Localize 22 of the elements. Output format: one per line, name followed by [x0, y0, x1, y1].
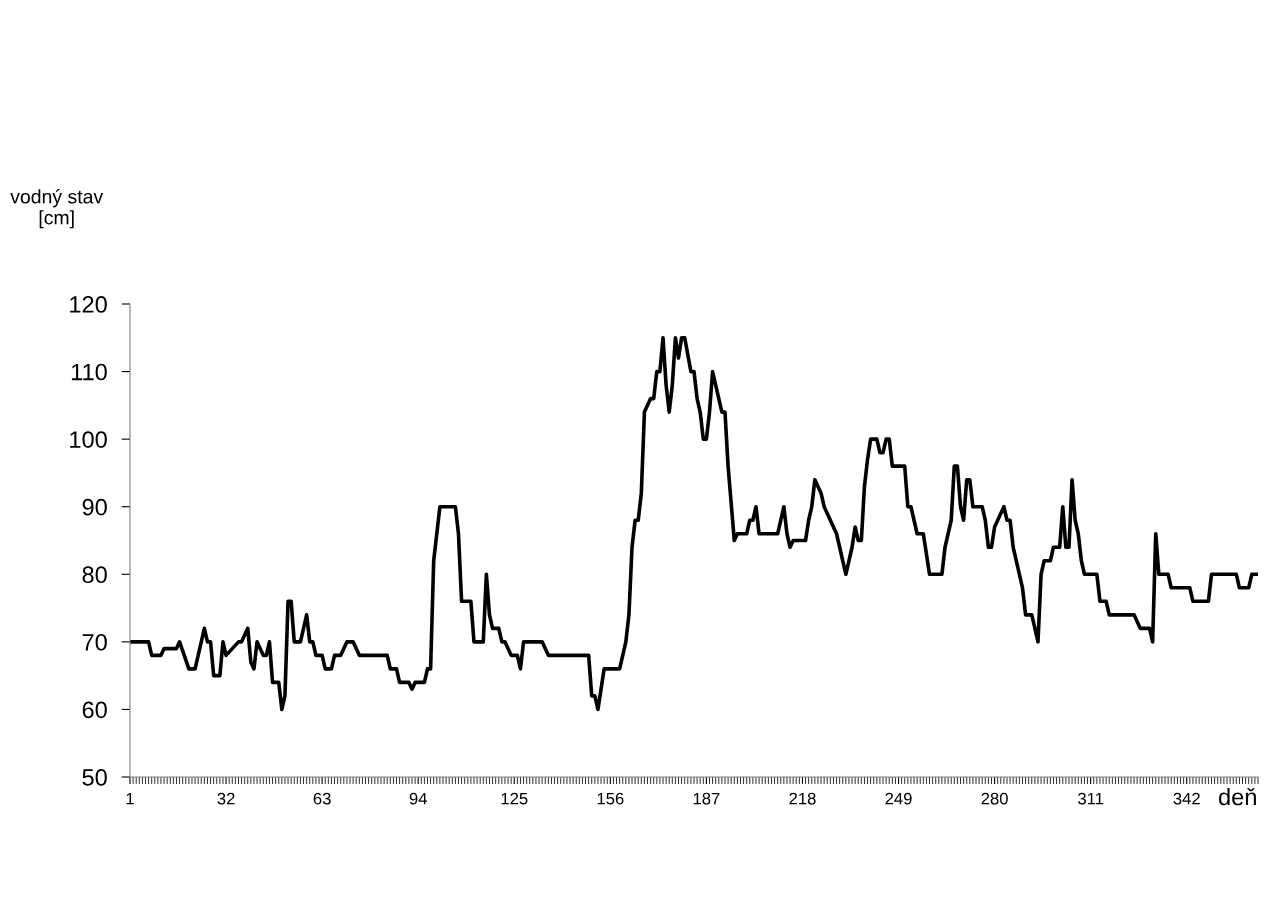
- x-tick-label: 94: [409, 792, 427, 805]
- y-tick-label: 70: [82, 633, 107, 651]
- x-tick-label: 1: [126, 792, 134, 805]
- y-tick-label: 50: [82, 769, 107, 786]
- x-tick-label: 218: [789, 792, 816, 805]
- y-axis-title: vodný stav [cm]: [10, 189, 104, 229]
- x-tick-label: 32: [217, 792, 235, 805]
- y-tick-label: 110: [71, 363, 107, 381]
- x-tick-label: 280: [981, 792, 1008, 805]
- x-tick-label: 63: [313, 792, 331, 805]
- x-tick-label: 125: [501, 792, 528, 805]
- x-tick-label: 187: [693, 792, 720, 805]
- y-tick-label: 90: [82, 498, 107, 516]
- y-tick-label: 100: [70, 431, 107, 448]
- x-tick-label: 156: [597, 792, 624, 805]
- y-tick-label: 80: [82, 566, 107, 584]
- y-tick-label: 60: [82, 701, 107, 719]
- x-tick-label: 342: [1173, 792, 1200, 805]
- x-tick-label: 249: [885, 792, 912, 805]
- x-tick-label: 311: [1078, 792, 1104, 805]
- x-axis-title: deň: [1218, 787, 1256, 806]
- y-tick-label: 120: [70, 296, 107, 313]
